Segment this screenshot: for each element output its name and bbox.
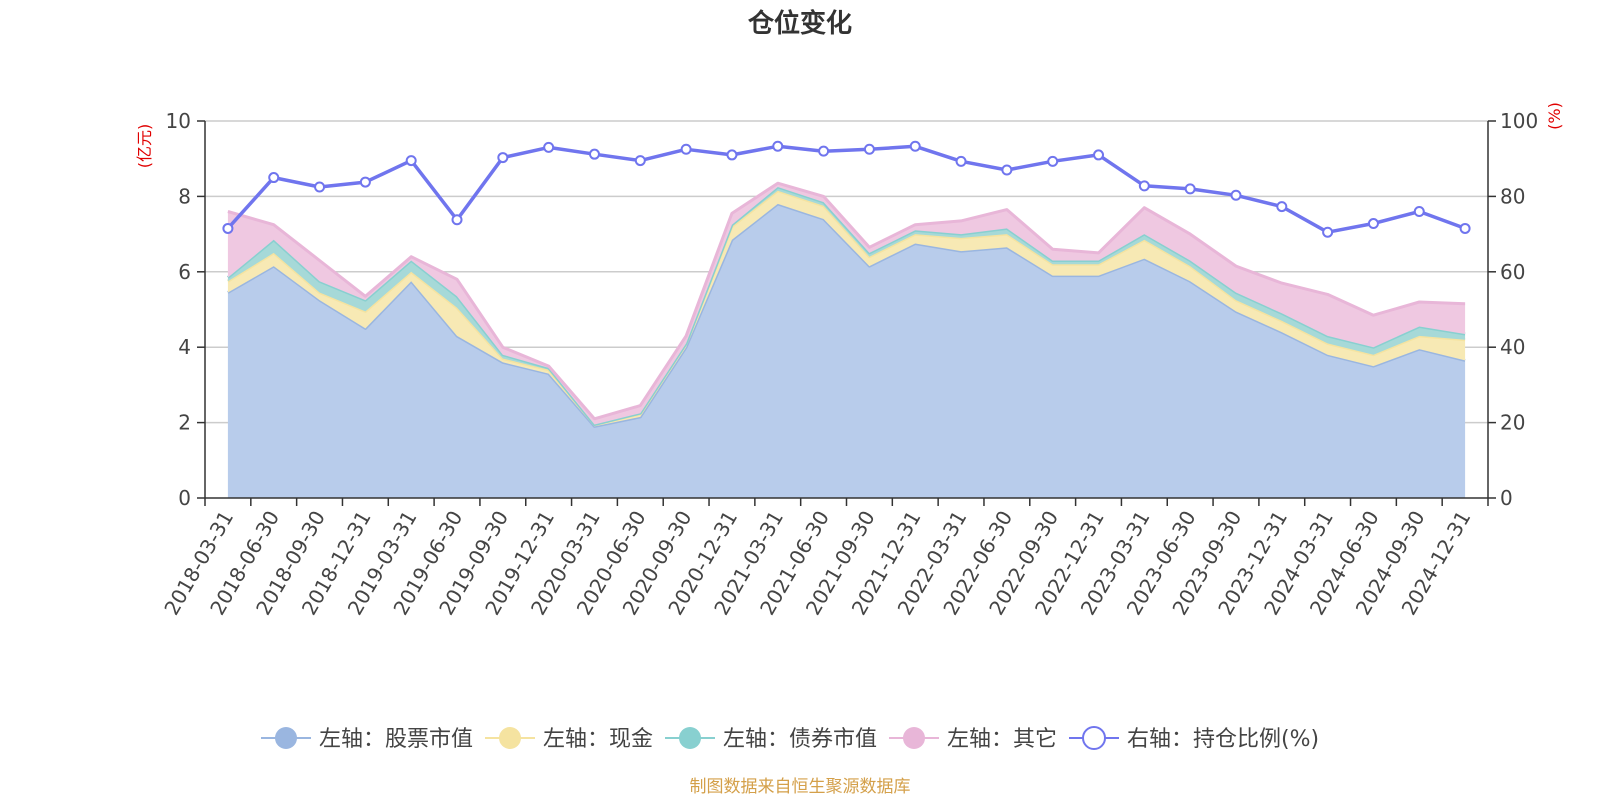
legend-label: 左轴：债券市值: [723, 727, 877, 752]
stacked-area-layer: [226, 181, 1466, 498]
legend-marker: [275, 727, 297, 749]
ratio-point: [772, 140, 784, 152]
ratio-point: [1322, 226, 1334, 238]
left-tick-label: 0: [178, 486, 191, 510]
ratio-point: [909, 140, 921, 152]
right-tick-label: 60: [1500, 260, 1525, 284]
right-tick-label: 80: [1500, 184, 1525, 208]
legend-label: 左轴：现金: [543, 727, 653, 752]
legend-item: 左轴：其它: [889, 727, 1057, 752]
ratio-point: [405, 155, 417, 167]
right-axis-unit: (%): [1545, 102, 1564, 130]
legend-marker: [499, 727, 521, 749]
ratio-point: [1230, 189, 1242, 201]
ratio-point: [818, 145, 830, 157]
legend: 左轴：股票市值 左轴：现金 左轴：债券市值 左轴：其它 右轴：持仓比例(%): [261, 726, 1319, 752]
area-series-4: [227, 183, 1466, 425]
ratio-point: [726, 149, 738, 161]
right-tick-label: 100: [1500, 109, 1538, 133]
area-edge-series-4: [227, 181, 1466, 421]
ratio-point: [1184, 183, 1196, 195]
chart-title: 仓位变化: [747, 8, 852, 39]
legend-label: 左轴：股票市值: [319, 727, 473, 752]
ratio-point: [543, 141, 555, 153]
ratio-point: [314, 181, 326, 193]
left-axis-unit: (亿元): [135, 124, 154, 169]
left-tick-label: 10: [166, 109, 191, 133]
ratio-point: [863, 143, 875, 155]
legend-item: 左轴：债券市值: [665, 727, 877, 752]
ratio-point: [451, 214, 463, 226]
ratio-point: [497, 152, 509, 164]
legend-marker: [1082, 726, 1106, 750]
ratio-point: [359, 176, 371, 188]
ratio-point: [1367, 218, 1379, 230]
ratio-point: [1413, 205, 1425, 217]
ratio-point: [1138, 180, 1150, 192]
right-tick-label: 0: [1500, 486, 1513, 510]
ratio-point: [1276, 201, 1288, 213]
left-tick-label: 6: [178, 260, 191, 284]
ratio-point: [680, 143, 692, 155]
ratio-point: [1001, 164, 1013, 176]
left-tick-label: 2: [178, 411, 191, 435]
legend-item: 左轴：股票市值: [261, 727, 473, 752]
left-tick-label: 8: [178, 184, 191, 208]
ratio-point: [1093, 149, 1105, 161]
ratio-point: [1459, 222, 1471, 234]
data-source-note: 制图数据来自恒生聚源数据库: [690, 777, 911, 797]
legend-marker: [679, 727, 701, 749]
ratio-point: [1047, 155, 1059, 167]
ratio-line-layer: [222, 140, 1471, 238]
legend-label: 左轴：其它: [947, 727, 1057, 752]
area-series-1: [227, 203, 1466, 498]
ratio-point: [268, 172, 280, 184]
legend-marker: [903, 727, 925, 749]
ratio-point: [955, 155, 967, 167]
right-tick-label: 40: [1500, 335, 1525, 359]
legend-item: 右轴：持仓比例(%): [1069, 726, 1319, 752]
legend-item: 左轴：现金: [485, 727, 653, 752]
left-tick-label: 4: [178, 335, 191, 359]
ratio-point: [588, 148, 600, 160]
ratio-point: [634, 155, 646, 167]
right-tick-label: 20: [1500, 411, 1525, 435]
ratio-line: [226, 144, 1466, 234]
ratio-point: [222, 222, 234, 234]
legend-label: 右轴：持仓比例(%): [1127, 727, 1319, 752]
